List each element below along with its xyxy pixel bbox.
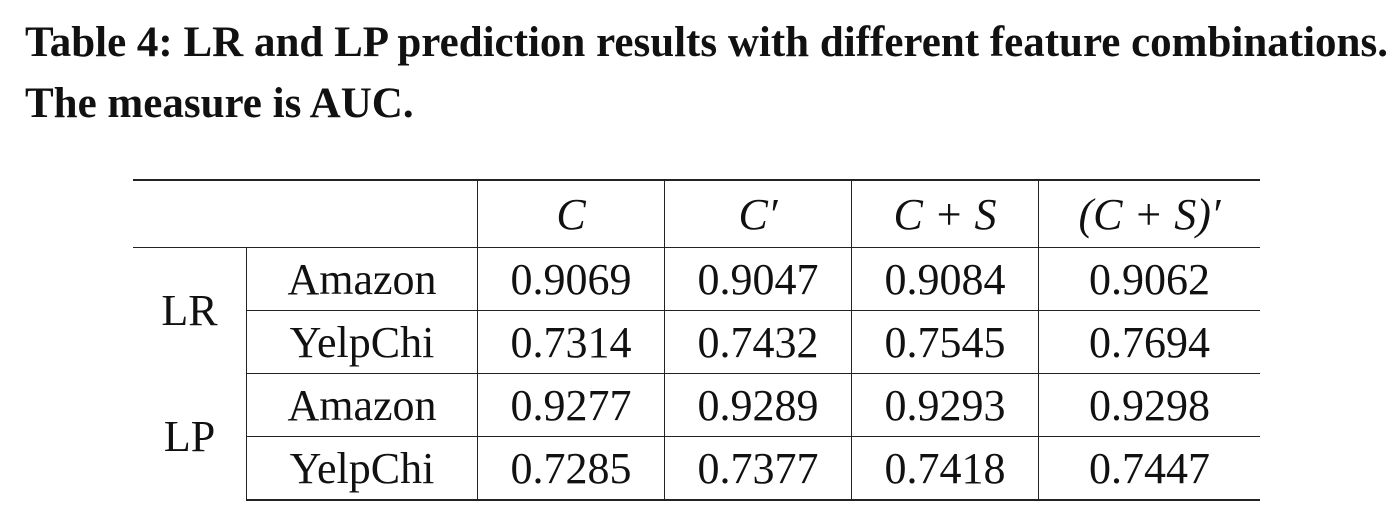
value-cell: 0.9084 <box>851 247 1039 311</box>
header-row: C C′ C + S (C + S)′ <box>133 179 1260 248</box>
dataset-cell: YelpChi <box>246 310 478 374</box>
value-cell: 0.7314 <box>477 310 665 374</box>
dataset-cell: Amazon <box>246 247 478 311</box>
value-cell: 0.7545 <box>851 310 1039 374</box>
header-cell: (C + S)′ <box>1038 179 1260 248</box>
value-cell: 0.7432 <box>664 310 852 374</box>
data-row: YelpChi 0.7285 0.7377 0.7418 0.7447 <box>133 436 1260 501</box>
value-cell: 0.9047 <box>664 247 852 311</box>
corner-cell <box>133 179 478 248</box>
value-cell: 0.7694 <box>1038 310 1260 374</box>
data-row: YelpChi 0.7314 0.7432 0.7545 0.7694 <box>133 310 1260 374</box>
data-row: LR Amazon 0.9069 0.9047 0.9084 0.9062 <box>133 247 1260 374</box>
group-cell: LR <box>133 247 247 374</box>
dataset-cell: YelpChi <box>246 436 478 501</box>
group-cell: LP <box>133 373 247 500</box>
value-cell: 0.9062 <box>1038 247 1260 311</box>
value-cell: 0.9289 <box>664 373 852 437</box>
value-cell: 0.9293 <box>851 373 1039 437</box>
results-table: C C′ C + S (C + S)′ LR Amazon 0.9069 0.9047… <box>133 179 1260 501</box>
caption: Table 4: LR and LP prediction results wi… <box>25 19 1388 127</box>
value-cell: 0.9298 <box>1038 373 1260 437</box>
header-cell: C + S <box>851 179 1039 248</box>
value-cell: 0.9277 <box>477 373 665 437</box>
value-cell: 0.7377 <box>664 436 852 501</box>
value-cell: 0.7285 <box>477 436 665 501</box>
data-row: LP Amazon 0.9277 0.9289 0.9293 0.9298 <box>133 373 1260 500</box>
value-cell: 0.7418 <box>851 436 1039 501</box>
header-cell: C′ <box>664 179 852 248</box>
value-cell: 0.9069 <box>477 247 665 311</box>
header-cell: C <box>477 179 665 248</box>
dataset-cell: Amazon <box>246 373 478 437</box>
value-cell: 0.7447 <box>1038 436 1260 501</box>
